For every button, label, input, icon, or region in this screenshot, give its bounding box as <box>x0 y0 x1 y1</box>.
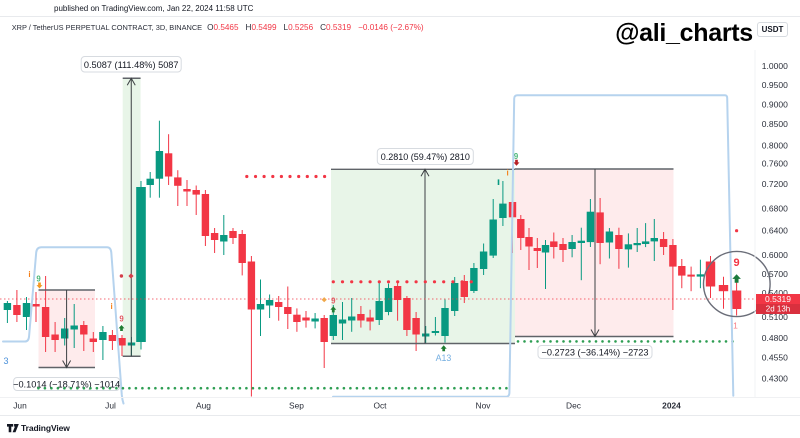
svg-text:9: 9 <box>36 275 41 284</box>
svg-text:0.8000: 0.8000 <box>762 141 788 151</box>
svg-text:0.5319: 0.5319 <box>765 294 791 304</box>
svg-text:0.5100: 0.5100 <box>762 312 788 322</box>
svg-text:2024: 2024 <box>662 401 681 411</box>
svg-text:0.8500: 0.8500 <box>762 119 788 129</box>
svg-text:Dec: Dec <box>566 401 581 411</box>
svg-text:Jun: Jun <box>13 401 27 411</box>
svg-text:0.5700: 0.5700 <box>762 269 788 279</box>
svg-text:Nov: Nov <box>476 401 492 411</box>
svg-text:i: i <box>110 302 112 311</box>
svg-text:9: 9 <box>119 315 124 324</box>
svg-text:0.9000: 0.9000 <box>762 100 788 110</box>
svg-text:0.4550: 0.4550 <box>762 353 788 363</box>
svg-text:0.5087 (111.48%) 5087: 0.5087 (111.48%) 5087 <box>84 60 179 70</box>
svg-text:i: i <box>506 169 508 178</box>
svg-text:0.5400: 0.5400 <box>762 288 788 298</box>
svg-text:−0.2723 (−36.14%) −2723: −0.2723 (−36.14%) −2723 <box>541 348 648 358</box>
svg-text:0.9500: 0.9500 <box>762 80 788 90</box>
svg-text:A13: A13 <box>436 353 452 363</box>
svg-text:9: 9 <box>514 152 519 161</box>
svg-text:9: 9 <box>734 257 740 269</box>
svg-text:0.6000: 0.6000 <box>762 250 788 260</box>
svg-text:Oct: Oct <box>373 401 387 411</box>
svg-text:0.2810 (59.47%) 2810: 0.2810 (59.47%) 2810 <box>381 152 470 162</box>
svg-text:0.6400: 0.6400 <box>762 225 788 235</box>
svg-text:0.6800: 0.6800 <box>762 203 788 213</box>
svg-text:Aug: Aug <box>196 401 211 411</box>
svg-text:0.4800: 0.4800 <box>762 333 788 343</box>
svg-text:Jul: Jul <box>105 401 116 411</box>
svg-text:1: 1 <box>733 321 738 331</box>
svg-text:0.7600: 0.7600 <box>762 159 788 169</box>
svg-text:−0.1014 (−18.71%) −1014: −0.1014 (−18.71%) −1014 <box>13 380 120 390</box>
svg-text:Sep: Sep <box>289 401 304 411</box>
svg-text:3: 3 <box>3 356 8 366</box>
svg-text:9: 9 <box>331 296 336 305</box>
svg-text:0.7200: 0.7200 <box>762 179 788 189</box>
svg-text:i: i <box>28 270 30 279</box>
svg-text:2d 13h: 2d 13h <box>766 305 790 314</box>
svg-text:0.4300: 0.4300 <box>762 373 788 383</box>
svg-text:1.0000: 1.0000 <box>762 61 788 71</box>
